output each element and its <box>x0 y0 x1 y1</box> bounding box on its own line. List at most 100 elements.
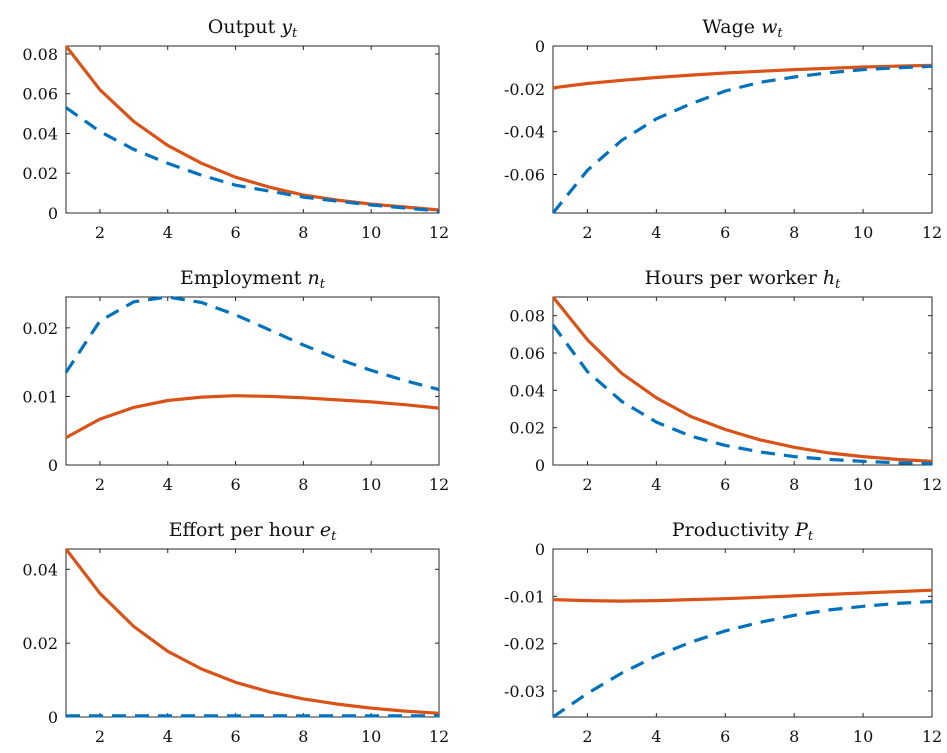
x-tick-label: 4 <box>163 475 173 494</box>
axes-frame <box>65 45 440 214</box>
panel-title-subscript: t <box>292 26 298 41</box>
y-tick-label: 0.08 <box>22 45 58 64</box>
x-tick-label: 2 <box>582 475 592 494</box>
x-tick-label: 2 <box>95 223 105 242</box>
y-tick-label: 0.02 <box>509 419 545 438</box>
series-line-solid <box>65 394 440 440</box>
x-tick-label: 10 <box>853 727 873 746</box>
x-tick-label: 4 <box>163 727 173 746</box>
series-line-dashed <box>551 64 933 215</box>
chart-panel-3: 2 4 6 8 10 12 0 0.01 0.02 Employment nt <box>22 267 449 494</box>
y-tick-label: 0.02 <box>22 634 58 653</box>
panel-title: Productivity Pt <box>672 519 814 544</box>
y-tick-label: 0.08 <box>509 307 545 326</box>
x-tick-label: 6 <box>230 727 240 746</box>
panel-title: Wage wt <box>702 16 783 41</box>
panel-title-text: Hours per worker <box>645 267 823 289</box>
panel-title: Employment nt <box>180 267 326 292</box>
panel-title-subscript: t <box>320 277 326 292</box>
series-line-solid <box>64 548 440 715</box>
panel-title-text: Employment <box>180 267 307 289</box>
axes-frame <box>552 296 933 466</box>
y-tick-label: 0.04 <box>22 560 58 579</box>
series-line-dashed <box>552 599 933 719</box>
x-tick-label: 12 <box>922 223 942 242</box>
x-tick-label: 2 <box>95 475 105 494</box>
panel-title-symbol: n <box>308 267 320 289</box>
y-tick-label: 0.04 <box>22 124 58 143</box>
x-tick-label: 8 <box>298 475 308 494</box>
x-tick-label: 8 <box>789 727 799 746</box>
series-line-solid <box>551 295 933 463</box>
x-tick-label: 10 <box>853 223 873 242</box>
series-line-solid <box>552 588 933 603</box>
y-tick-label: 0.01 <box>22 387 58 406</box>
x-tick-label: 6 <box>720 223 730 242</box>
x-tick-label: 6 <box>720 727 730 746</box>
y-tick-label: 0 <box>48 456 58 475</box>
x-tick-label: 8 <box>789 475 799 494</box>
y-tick-label: 0.06 <box>509 344 545 363</box>
series-line-dashed <box>551 324 933 466</box>
x-tick-label: 6 <box>230 475 240 494</box>
x-tick-label: 4 <box>651 475 661 494</box>
panel-title-subscript: t <box>808 529 814 544</box>
panel-title: Output yt <box>208 16 298 41</box>
x-tick-label: 2 <box>582 223 592 242</box>
x-tick-label: 4 <box>163 223 173 242</box>
y-tick-label: 0 <box>48 204 58 223</box>
panel-title: Hours per worker ht <box>645 267 842 292</box>
x-tick-label: 12 <box>429 727 449 746</box>
x-tick-label: 2 <box>582 727 592 746</box>
panel-title-symbol: e <box>320 519 331 541</box>
panel-title-symbol: h <box>823 267 835 289</box>
y-tick-label: -0.02 <box>504 635 545 654</box>
chart-panel-1: 2 4 6 8 10 12 0 0.02 0.04 0.06 0.08 Output yt <box>22 16 449 242</box>
x-tick-label: 6 <box>720 475 730 494</box>
axes-frame <box>552 45 933 214</box>
axes-frame <box>552 548 933 718</box>
x-tick-label: 6 <box>230 223 240 242</box>
panel-title: Effort per hour et <box>169 519 337 544</box>
y-tick-label: -0.04 <box>504 123 545 142</box>
x-tick-label: 10 <box>361 475 381 494</box>
panel-title-symbol: w <box>761 16 777 38</box>
y-tick-label: 0 <box>535 456 545 475</box>
y-tick-label: 0.06 <box>22 85 58 104</box>
x-tick-label: 8 <box>298 223 308 242</box>
y-tick-label: -0.01 <box>504 587 545 606</box>
x-tick-label: 12 <box>922 727 942 746</box>
chart-panel-4: 2 4 6 8 10 12 0 0.02 0.04 0.06 0.08 Hours per worke… <box>509 267 942 494</box>
axes-frame <box>65 548 440 718</box>
chart-panel-5: 2 4 6 8 10 12 0 0.02 0.04 Effort per hour et <box>22 519 449 746</box>
panel-title-subscript: t <box>835 277 841 292</box>
x-tick-label: 2 <box>95 727 105 746</box>
y-tick-label: 0 <box>48 708 58 727</box>
x-tick-label: 4 <box>651 727 661 746</box>
y-tick-label: -0.06 <box>504 165 545 184</box>
x-tick-label: 4 <box>651 223 661 242</box>
panel-title-text: Wage <box>702 16 761 38</box>
chart-panel-2: 2 4 6 8 10 12 -0.06 -0.04 -0.02 0 Wage wt <box>504 16 942 242</box>
y-tick-label: 0.04 <box>509 381 545 400</box>
y-tick-label: 0 <box>535 37 545 56</box>
y-tick-label: -0.03 <box>504 682 545 701</box>
x-tick-label: 12 <box>429 475 449 494</box>
chart-panel-6: 2 4 6 8 10 12 -0.03 -0.02 -0.01 0 Productivity Pt <box>504 519 942 746</box>
series-line-dashed <box>65 106 440 213</box>
x-tick-label: 10 <box>361 223 381 242</box>
panel-title-text: Output <box>208 16 282 38</box>
panel-title-text: Productivity <box>672 519 795 541</box>
x-tick-label: 10 <box>853 475 873 494</box>
panel-title-text: Effort per hour <box>169 519 320 541</box>
panel-title-subscript: t <box>331 529 337 544</box>
axes-frame <box>65 296 440 466</box>
y-tick-label: 0 <box>535 540 545 559</box>
series-line-solid <box>552 63 933 90</box>
series-line-dashed <box>64 295 440 392</box>
x-tick-label: 8 <box>789 223 799 242</box>
x-tick-label: 8 <box>298 727 308 746</box>
x-tick-label: 12 <box>922 475 942 494</box>
y-tick-label: 0.02 <box>22 319 58 338</box>
